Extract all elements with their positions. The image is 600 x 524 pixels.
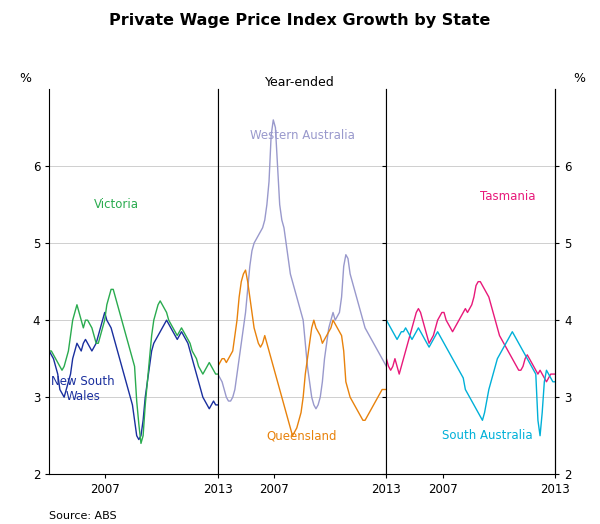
Text: New South
Wales: New South Wales bbox=[51, 376, 115, 403]
Text: %: % bbox=[574, 72, 586, 85]
Text: Private Wage Price Index Growth by State: Private Wage Price Index Growth by State bbox=[109, 13, 491, 28]
Text: %: % bbox=[19, 72, 31, 85]
Text: Western Australia: Western Australia bbox=[250, 129, 355, 142]
Text: Queensland: Queensland bbox=[267, 429, 337, 442]
Text: Source: ABS: Source: ABS bbox=[49, 511, 117, 521]
Text: Year-ended: Year-ended bbox=[265, 76, 335, 89]
Text: South Australia: South Australia bbox=[442, 429, 533, 442]
Text: Tasmania: Tasmania bbox=[480, 190, 536, 203]
Text: Victoria: Victoria bbox=[94, 198, 139, 211]
